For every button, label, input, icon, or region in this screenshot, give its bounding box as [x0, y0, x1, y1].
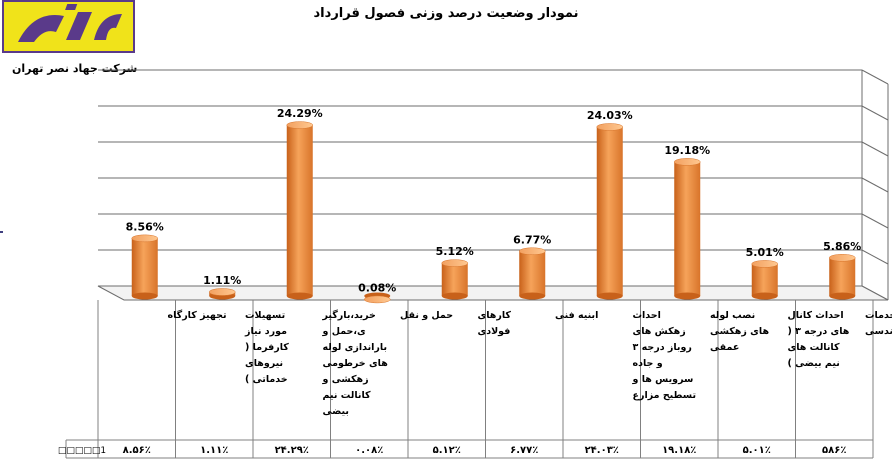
- bar-base: [131, 292, 158, 300]
- data-label: 1.11%: [203, 274, 241, 287]
- bar-cap: [286, 121, 313, 129]
- category-label: کارهای فولادی: [478, 310, 512, 337]
- data-label: 5.01%: [746, 246, 784, 259]
- data-label: 24.03%: [587, 109, 633, 122]
- data-label: 24.29%: [277, 107, 323, 120]
- bar: [829, 257, 856, 296]
- table-value: ۲۴.۰۳٪: [585, 445, 619, 456]
- category-label: تسهیلات مورد نیاز کارفرما (نیروهای خدماتی ): [244, 310, 289, 385]
- bar: [286, 125, 313, 296]
- data-label: 5.12%: [436, 245, 474, 258]
- bar-cap: [829, 254, 856, 262]
- gridline-side: [861, 177, 889, 193]
- category-label: خرید،بارگیر ی،حمل و باراندازی لوله های خرطو…: [322, 309, 389, 417]
- bar: [751, 263, 778, 296]
- table-value: ۸.۵۶٪: [123, 445, 151, 456]
- table-value: ۲۴.۲۹٪: [275, 445, 309, 456]
- bar-cap: [364, 295, 391, 304]
- category-label: ابنیه فنی: [555, 310, 598, 321]
- bar-cap: [674, 158, 701, 166]
- data-label: 5.86%: [823, 240, 861, 253]
- table-value: ۶.۷۷٪: [510, 445, 538, 456]
- company-name: شرکت جهاد نصر تهران: [12, 62, 138, 75]
- table-value: ۰.۰۸٪: [355, 445, 383, 456]
- bar-cap: [519, 247, 546, 256]
- table-value: ۵.۱۲٪: [433, 445, 461, 456]
- category-label: تجهیز کارگاه: [168, 309, 227, 321]
- bar: [441, 263, 468, 296]
- gridline-side: [861, 69, 889, 85]
- logo-emblem-icon: [18, 4, 122, 42]
- bar-base: [751, 292, 778, 300]
- category-label: احداث کانال های درجه ۳ (کانالت های نیم بیض…: [788, 310, 850, 369]
- bar: [596, 126, 623, 296]
- table-value: ۱.۱۱٪: [200, 445, 228, 456]
- bar-cap: [441, 259, 468, 267]
- bar-base: [829, 292, 856, 300]
- table-row-legend: □□□□□‏1: [58, 446, 106, 456]
- data-label: 0.08%: [358, 281, 396, 294]
- category-label: نصب لوله های زهکشی عمقی: [710, 310, 769, 353]
- bar-base: [596, 292, 623, 300]
- bar-base: [519, 292, 546, 300]
- bar: [519, 251, 546, 296]
- bar-cap: [596, 123, 623, 131]
- data-label: 6.77%: [513, 233, 551, 246]
- data-label: 19.18%: [664, 144, 710, 157]
- table-value: ۵۸۶٪: [822, 445, 846, 456]
- bar: [674, 161, 701, 296]
- bar-cap: [131, 234, 158, 243]
- gridline-side: [861, 213, 889, 229]
- bar-base: [674, 292, 701, 300]
- bar: [131, 238, 158, 296]
- data-label: 8.56%: [126, 220, 164, 233]
- bar-cap: [209, 288, 236, 296]
- category-label: خدماتمهندسی: [865, 310, 892, 337]
- bar-cap: [751, 260, 778, 268]
- bar-base: [441, 292, 468, 300]
- company-logo: [2, 0, 135, 53]
- gridline-side: [861, 249, 889, 265]
- table-value: ۱۹.۱۸٪: [662, 445, 696, 456]
- gridline-side: [861, 105, 889, 121]
- chart-title: نمودار وضعیت درصد وزنی فصول قرارداد: [313, 6, 579, 21]
- table-value: ۵.۰۱٪: [743, 445, 771, 456]
- category-label: حمل و نقل: [400, 310, 453, 321]
- bar-base: [286, 292, 313, 300]
- gridline-side: [861, 141, 889, 157]
